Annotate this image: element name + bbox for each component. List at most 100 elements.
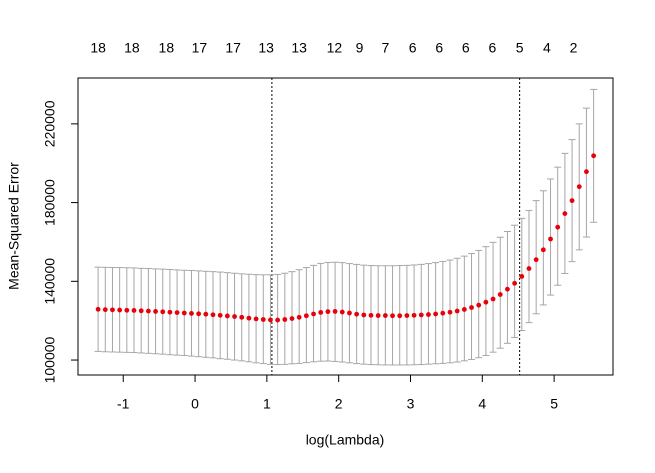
point xyxy=(533,257,539,263)
point xyxy=(390,313,395,319)
point xyxy=(325,309,331,315)
top-tick-label: 6 xyxy=(435,40,443,56)
point xyxy=(411,312,417,318)
x-tick-label: 3 xyxy=(407,396,415,412)
point xyxy=(584,169,589,175)
point xyxy=(361,312,367,318)
x-tick-label: 1 xyxy=(263,396,271,412)
top-tick-label: 18 xyxy=(159,40,175,56)
point xyxy=(426,312,431,317)
point xyxy=(268,317,273,323)
y-tick-label: 100000 xyxy=(42,336,58,383)
x-axis-label: log(Lambda) xyxy=(306,432,385,448)
top-tick-label: 5 xyxy=(516,40,524,56)
top-tick-label: 17 xyxy=(192,40,208,56)
point xyxy=(526,266,532,271)
point xyxy=(117,307,123,313)
point xyxy=(332,309,338,314)
point xyxy=(303,313,309,319)
point xyxy=(461,307,467,312)
point xyxy=(440,310,446,316)
point xyxy=(576,184,582,190)
point xyxy=(433,311,439,317)
point xyxy=(548,236,553,242)
point xyxy=(483,299,489,305)
point xyxy=(591,153,597,159)
point xyxy=(224,313,230,319)
point xyxy=(145,308,151,314)
top-tick-label: 18 xyxy=(124,40,140,56)
point xyxy=(174,310,180,316)
point xyxy=(404,313,410,318)
point xyxy=(167,309,173,315)
point xyxy=(189,310,194,316)
point xyxy=(562,211,568,217)
top-tick-label: 18 xyxy=(90,40,106,56)
point xyxy=(476,302,482,308)
point xyxy=(382,313,388,318)
point xyxy=(569,198,575,204)
point xyxy=(519,273,525,279)
plot-frame xyxy=(77,77,614,376)
point xyxy=(102,307,108,313)
y-axis-label: Mean-Squared Error xyxy=(6,162,22,290)
point xyxy=(95,306,101,312)
x-tick-label: 0 xyxy=(191,396,199,412)
point xyxy=(418,312,424,318)
top-tick-label: 13 xyxy=(291,40,307,56)
x-tick-label: -1 xyxy=(117,396,130,412)
point xyxy=(275,317,281,323)
point xyxy=(160,309,166,315)
point xyxy=(153,309,158,314)
y-tick-label: 220000 xyxy=(42,100,58,147)
top-tick-label: 6 xyxy=(462,40,470,56)
point xyxy=(490,296,496,302)
top-tick-label: 13 xyxy=(258,40,274,56)
point xyxy=(368,312,374,318)
point xyxy=(375,313,381,318)
point xyxy=(239,314,245,320)
point xyxy=(232,314,237,319)
top-tick-label: 17 xyxy=(225,40,241,56)
top-tick-label: 4 xyxy=(543,40,551,56)
point xyxy=(505,286,510,292)
point xyxy=(339,309,345,315)
point xyxy=(540,247,546,253)
top-tick-label: 2 xyxy=(570,40,578,56)
point xyxy=(181,310,187,316)
point xyxy=(397,313,403,319)
point xyxy=(454,308,460,314)
x-tick-label: 2 xyxy=(335,396,343,412)
point xyxy=(318,310,324,315)
point xyxy=(246,315,252,321)
point xyxy=(196,311,202,317)
point xyxy=(555,224,561,230)
point xyxy=(447,309,453,315)
point xyxy=(260,317,266,322)
point xyxy=(210,312,216,318)
y-tick-label: 140000 xyxy=(42,258,58,305)
point xyxy=(311,311,316,317)
point xyxy=(296,314,302,320)
top-tick-label: 9 xyxy=(356,40,364,56)
point xyxy=(497,292,503,297)
x-tick-label: 5 xyxy=(550,396,558,412)
top-tick-label: 6 xyxy=(409,40,417,56)
x-tick-label: 4 xyxy=(478,396,486,412)
top-tick-label: 7 xyxy=(381,40,389,56)
point xyxy=(354,311,360,317)
top-tick-label: 12 xyxy=(327,40,343,56)
point xyxy=(282,317,288,322)
point xyxy=(289,316,295,321)
point xyxy=(203,311,209,317)
point xyxy=(138,308,144,314)
point xyxy=(469,305,474,310)
y-tick-label: 180000 xyxy=(42,179,58,226)
point xyxy=(512,280,518,286)
point xyxy=(131,308,137,313)
point xyxy=(124,307,130,313)
point xyxy=(347,310,352,316)
top-tick-label: 6 xyxy=(488,40,496,56)
point xyxy=(110,307,115,313)
